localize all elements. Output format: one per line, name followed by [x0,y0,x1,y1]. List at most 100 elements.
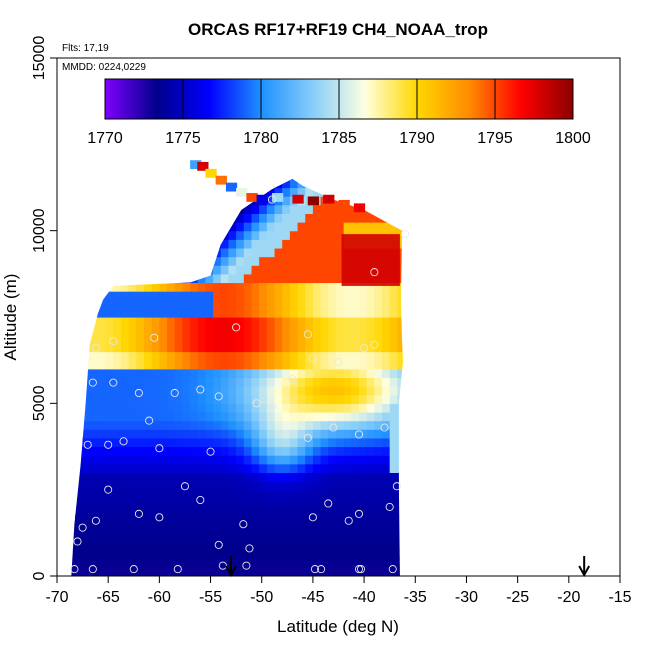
field-cell [351,446,360,456]
field-cell [312,178,322,180]
field-cell [74,230,84,240]
field-cell [82,360,91,370]
field-cell [120,222,130,232]
field-cell [358,187,368,197]
field-cell [374,342,383,353]
field-cell [71,187,76,197]
field-cell [243,273,253,284]
field-cell [82,446,91,456]
field-cell [167,567,176,576]
field-cell [274,334,283,344]
field-cell [251,506,260,517]
field-cell [297,239,306,249]
field-cell [136,506,145,517]
field-cell [251,403,260,413]
field-cell [113,265,122,275]
colorbar-tick-label: 1770 [87,130,123,147]
field-cell [190,222,199,232]
field-cell [343,308,352,318]
field-cell [251,230,260,240]
field-cell [128,489,137,499]
field-cell [236,386,245,396]
field-cell [328,420,337,430]
field-cell [259,239,268,249]
field-cell [90,541,99,551]
field-cell [120,515,130,525]
field-cell [243,455,253,465]
field-cell [343,394,352,404]
field-cell [97,506,107,517]
field-cell [90,204,99,214]
field-cell [205,196,214,206]
field-cell [359,162,367,171]
field-cell [144,299,153,309]
field-cell [259,213,268,223]
sample-point [104,440,113,449]
field-cell [105,515,114,525]
field-cell [305,291,314,301]
field-cell [159,282,168,292]
field-cell [105,291,114,301]
field-cell [105,342,114,353]
field-cell [205,308,214,318]
sample-point [317,565,326,574]
field-cell [397,178,403,180]
field-cell [374,162,382,171]
field-cell [274,498,283,508]
field-cell [74,541,84,551]
field-cell [90,463,99,473]
field-cell [167,506,176,517]
field-cell [144,420,153,430]
field-cell [282,222,291,232]
field-cell [82,178,91,180]
field-cell [266,299,276,309]
field-cell [136,481,145,491]
field-cell [151,515,160,525]
field-cell [220,273,230,284]
sample-point [145,416,154,425]
field-cell [105,498,114,508]
field-cell [144,291,153,301]
field-cell [312,308,322,318]
field-cell [197,420,207,430]
field-cell [366,411,375,422]
field-cell [328,532,337,543]
field-cell [243,532,253,543]
field-cell [220,394,230,404]
field-cell [97,472,107,482]
field-cell [297,178,306,189]
field-cell [74,308,84,318]
field-cell [320,446,329,456]
field-cell [190,541,199,551]
field-cell [120,213,130,223]
field-cell [397,403,403,413]
field-cell [97,187,107,197]
field-cell [259,247,268,258]
field-cell [358,368,368,379]
field-cell [228,230,237,240]
field-cell [113,247,122,258]
field-cell [297,187,306,197]
field-cell [243,204,253,214]
field-cell [266,291,276,301]
field-cell [74,437,84,448]
field-cell [389,567,398,576]
field-cell [405,239,413,248]
field-cell [128,463,137,473]
field-cell [113,550,122,560]
field-cell [105,550,114,560]
field-cell [190,351,199,361]
field-cell [197,386,207,396]
field-cell [120,282,130,292]
field-cell [228,368,237,379]
field-cell [389,386,398,396]
field-cell [90,299,99,309]
field-cell [320,411,329,422]
field-cell [343,455,352,465]
field-cell [305,187,314,197]
field-cell [97,498,107,508]
field-cell [358,489,368,499]
field-cell [167,411,176,422]
field-cell [228,247,237,258]
field-cell [113,230,122,240]
